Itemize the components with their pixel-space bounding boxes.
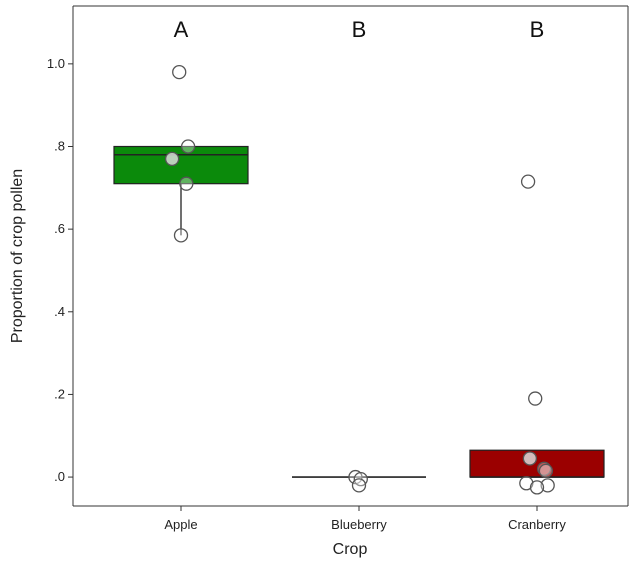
y-tick-label: .0 [54, 469, 65, 484]
box-cranberry [469, 449, 605, 478]
points [164, 64, 555, 495]
y-axis-title: Proportion of crop pollen [9, 169, 26, 343]
x-tick-label: Apple [164, 517, 197, 532]
significance-letter-blueberry: B [352, 17, 367, 42]
y-tick-label: .2 [54, 386, 65, 401]
y-tick-label: .4 [54, 304, 65, 319]
data-point-apple [180, 139, 196, 154]
significance-letter-cranberry: B [530, 17, 545, 42]
data-point-apple [172, 64, 187, 80]
x-ticks: Apple Blueberry Cranberry [164, 506, 566, 532]
y-tick-label: .6 [54, 221, 65, 236]
data-point-cranberry [529, 480, 545, 495]
significance-letter-apple: A [174, 17, 189, 42]
data-point-apple [173, 228, 189, 243]
data-point-cranberry [522, 451, 538, 466]
boxes [113, 145, 605, 478]
data-point-cranberry [528, 391, 543, 406]
data-point-apple [179, 176, 194, 191]
data-point-cranberry [538, 463, 554, 479]
y-tick-label: 1.0 [47, 56, 65, 71]
data-point-cranberry [536, 461, 552, 476]
y-ticks: .0 .2 .4 .6 .8 1.0 [47, 56, 73, 484]
y-tick-label: .8 [54, 138, 65, 153]
x-axis-title: Crop [333, 541, 368, 558]
plot-frame [72, 5, 629, 507]
data-point-cranberry [540, 478, 555, 493]
x-tick-label: Cranberry [508, 517, 566, 532]
data-point-cranberry [520, 174, 536, 189]
x-tick-label: Blueberry [331, 517, 387, 532]
box-apple [113, 145, 249, 185]
data-point-apple [164, 151, 180, 167]
data-point-blueberry [351, 478, 367, 493]
